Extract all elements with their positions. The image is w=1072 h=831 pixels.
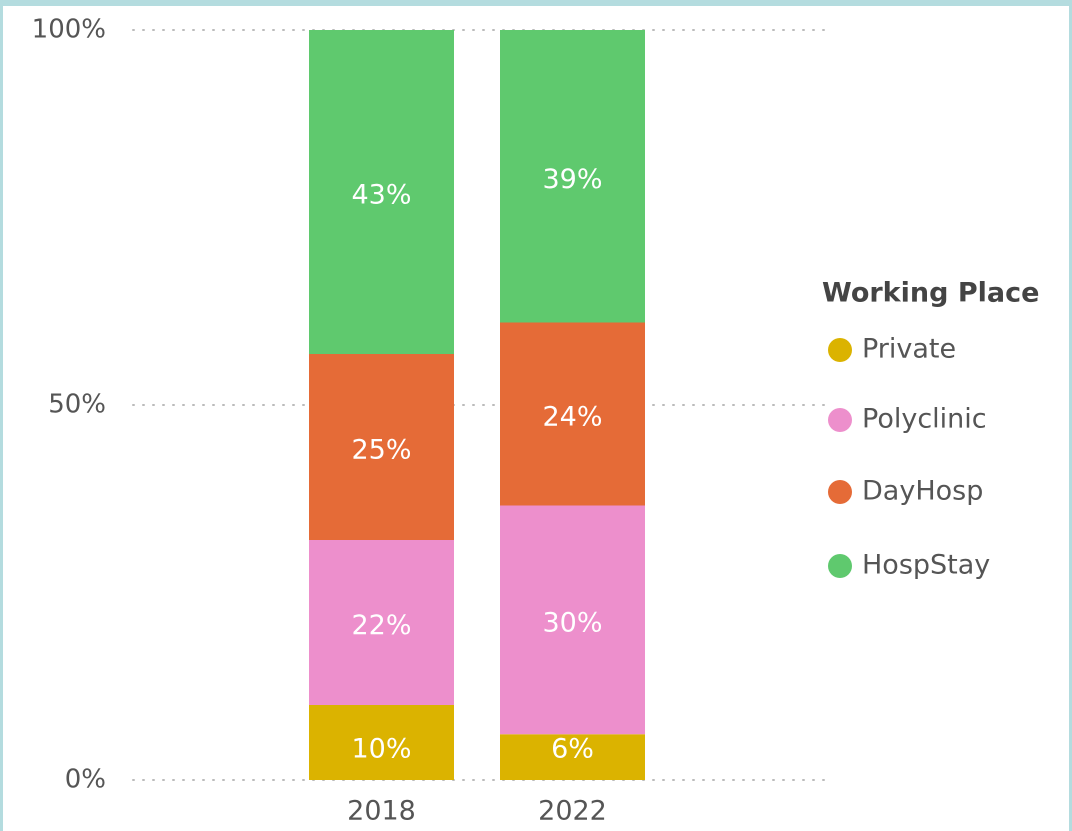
data-label: 10% xyxy=(351,734,411,765)
legend-label: Private xyxy=(862,334,956,365)
bar-segment xyxy=(309,540,454,705)
data-label: 43% xyxy=(351,180,411,211)
x-tick-label: 2018 xyxy=(347,796,416,827)
legend-marker xyxy=(828,338,852,362)
x-tick-label: 2022 xyxy=(538,796,607,827)
legend-title: Working Place xyxy=(822,278,1039,309)
y-tick-label: 50% xyxy=(48,390,106,420)
data-label: 25% xyxy=(351,435,411,466)
bar-segment xyxy=(500,322,645,506)
bar-segment xyxy=(500,734,645,780)
legend-label: DayHosp xyxy=(862,476,983,507)
legend-label: HospStay xyxy=(862,550,990,581)
bar-segment xyxy=(309,705,454,780)
y-tick-label: 100% xyxy=(32,15,106,45)
data-label: 6% xyxy=(551,734,594,765)
data-label: 30% xyxy=(542,607,602,638)
legend-marker xyxy=(828,554,852,578)
data-label: 39% xyxy=(542,164,602,195)
bar-segment xyxy=(309,30,454,354)
legend-marker xyxy=(828,480,852,504)
legend-label: Polyclinic xyxy=(862,404,987,435)
data-label: 22% xyxy=(351,610,411,641)
data-label: 24% xyxy=(542,402,602,433)
bar-segment xyxy=(309,354,454,540)
y-tick-label: 0% xyxy=(65,765,106,795)
bar-segment xyxy=(500,30,645,323)
bar-segment xyxy=(500,505,645,735)
legend-marker xyxy=(828,408,852,432)
